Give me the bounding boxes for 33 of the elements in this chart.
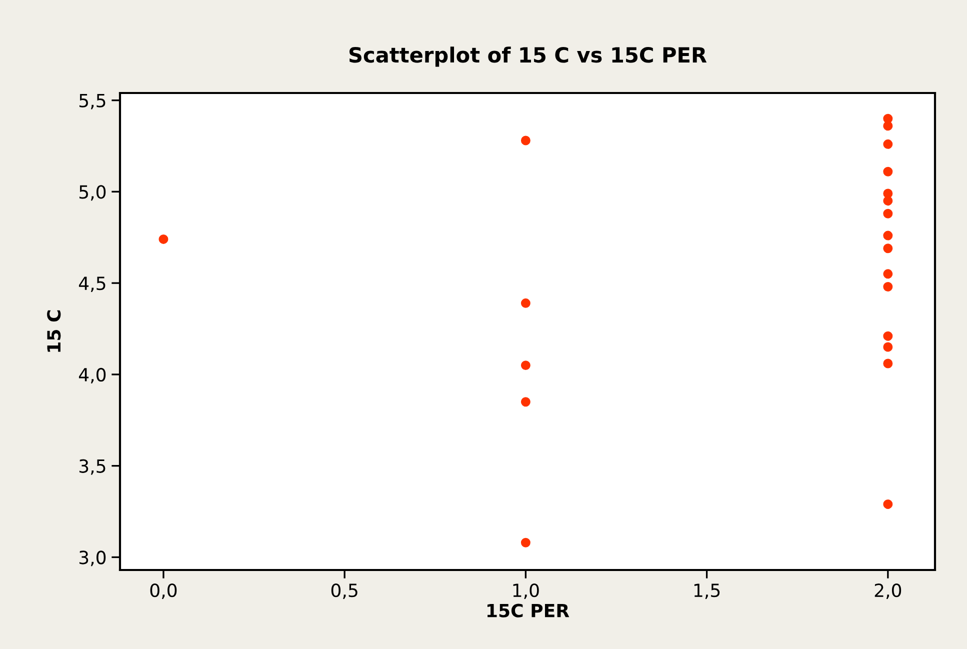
point	[520, 397, 530, 407]
point	[883, 166, 893, 176]
x-tick-label: 2,0	[874, 584, 902, 600]
point	[883, 121, 893, 131]
point	[520, 136, 530, 146]
point	[883, 244, 893, 254]
point	[883, 499, 893, 509]
point	[883, 342, 893, 352]
x-tick-label: 0,5	[331, 584, 358, 600]
point	[883, 208, 893, 218]
x-tick-label: 0,0	[150, 584, 177, 600]
y-tick-label: 4,0	[78, 368, 106, 384]
y-tick-label: 5,0	[79, 185, 106, 201]
point	[520, 538, 530, 548]
point	[883, 282, 893, 292]
point	[520, 360, 530, 370]
y-axis-title: 15 C	[47, 310, 61, 352]
x-tick-label: 1,5	[694, 584, 720, 600]
y-tick-label: 3,5	[79, 459, 106, 475]
x-axis-title: 15C PER	[487, 604, 570, 618]
point	[158, 234, 168, 244]
point	[883, 331, 893, 341]
point	[883, 196, 893, 206]
y-tick-label: 4,5	[78, 276, 106, 292]
y-tick-label: 5,5	[79, 94, 106, 110]
point	[883, 358, 893, 368]
y-tick-label: 3,0	[79, 550, 106, 566]
point	[883, 269, 893, 279]
point	[883, 230, 893, 240]
chart-title: Scatterplot of 15 C vs 15C PER	[349, 46, 707, 67]
point	[883, 139, 893, 149]
point	[520, 298, 530, 308]
x-tick-label: 1,0	[513, 584, 539, 600]
